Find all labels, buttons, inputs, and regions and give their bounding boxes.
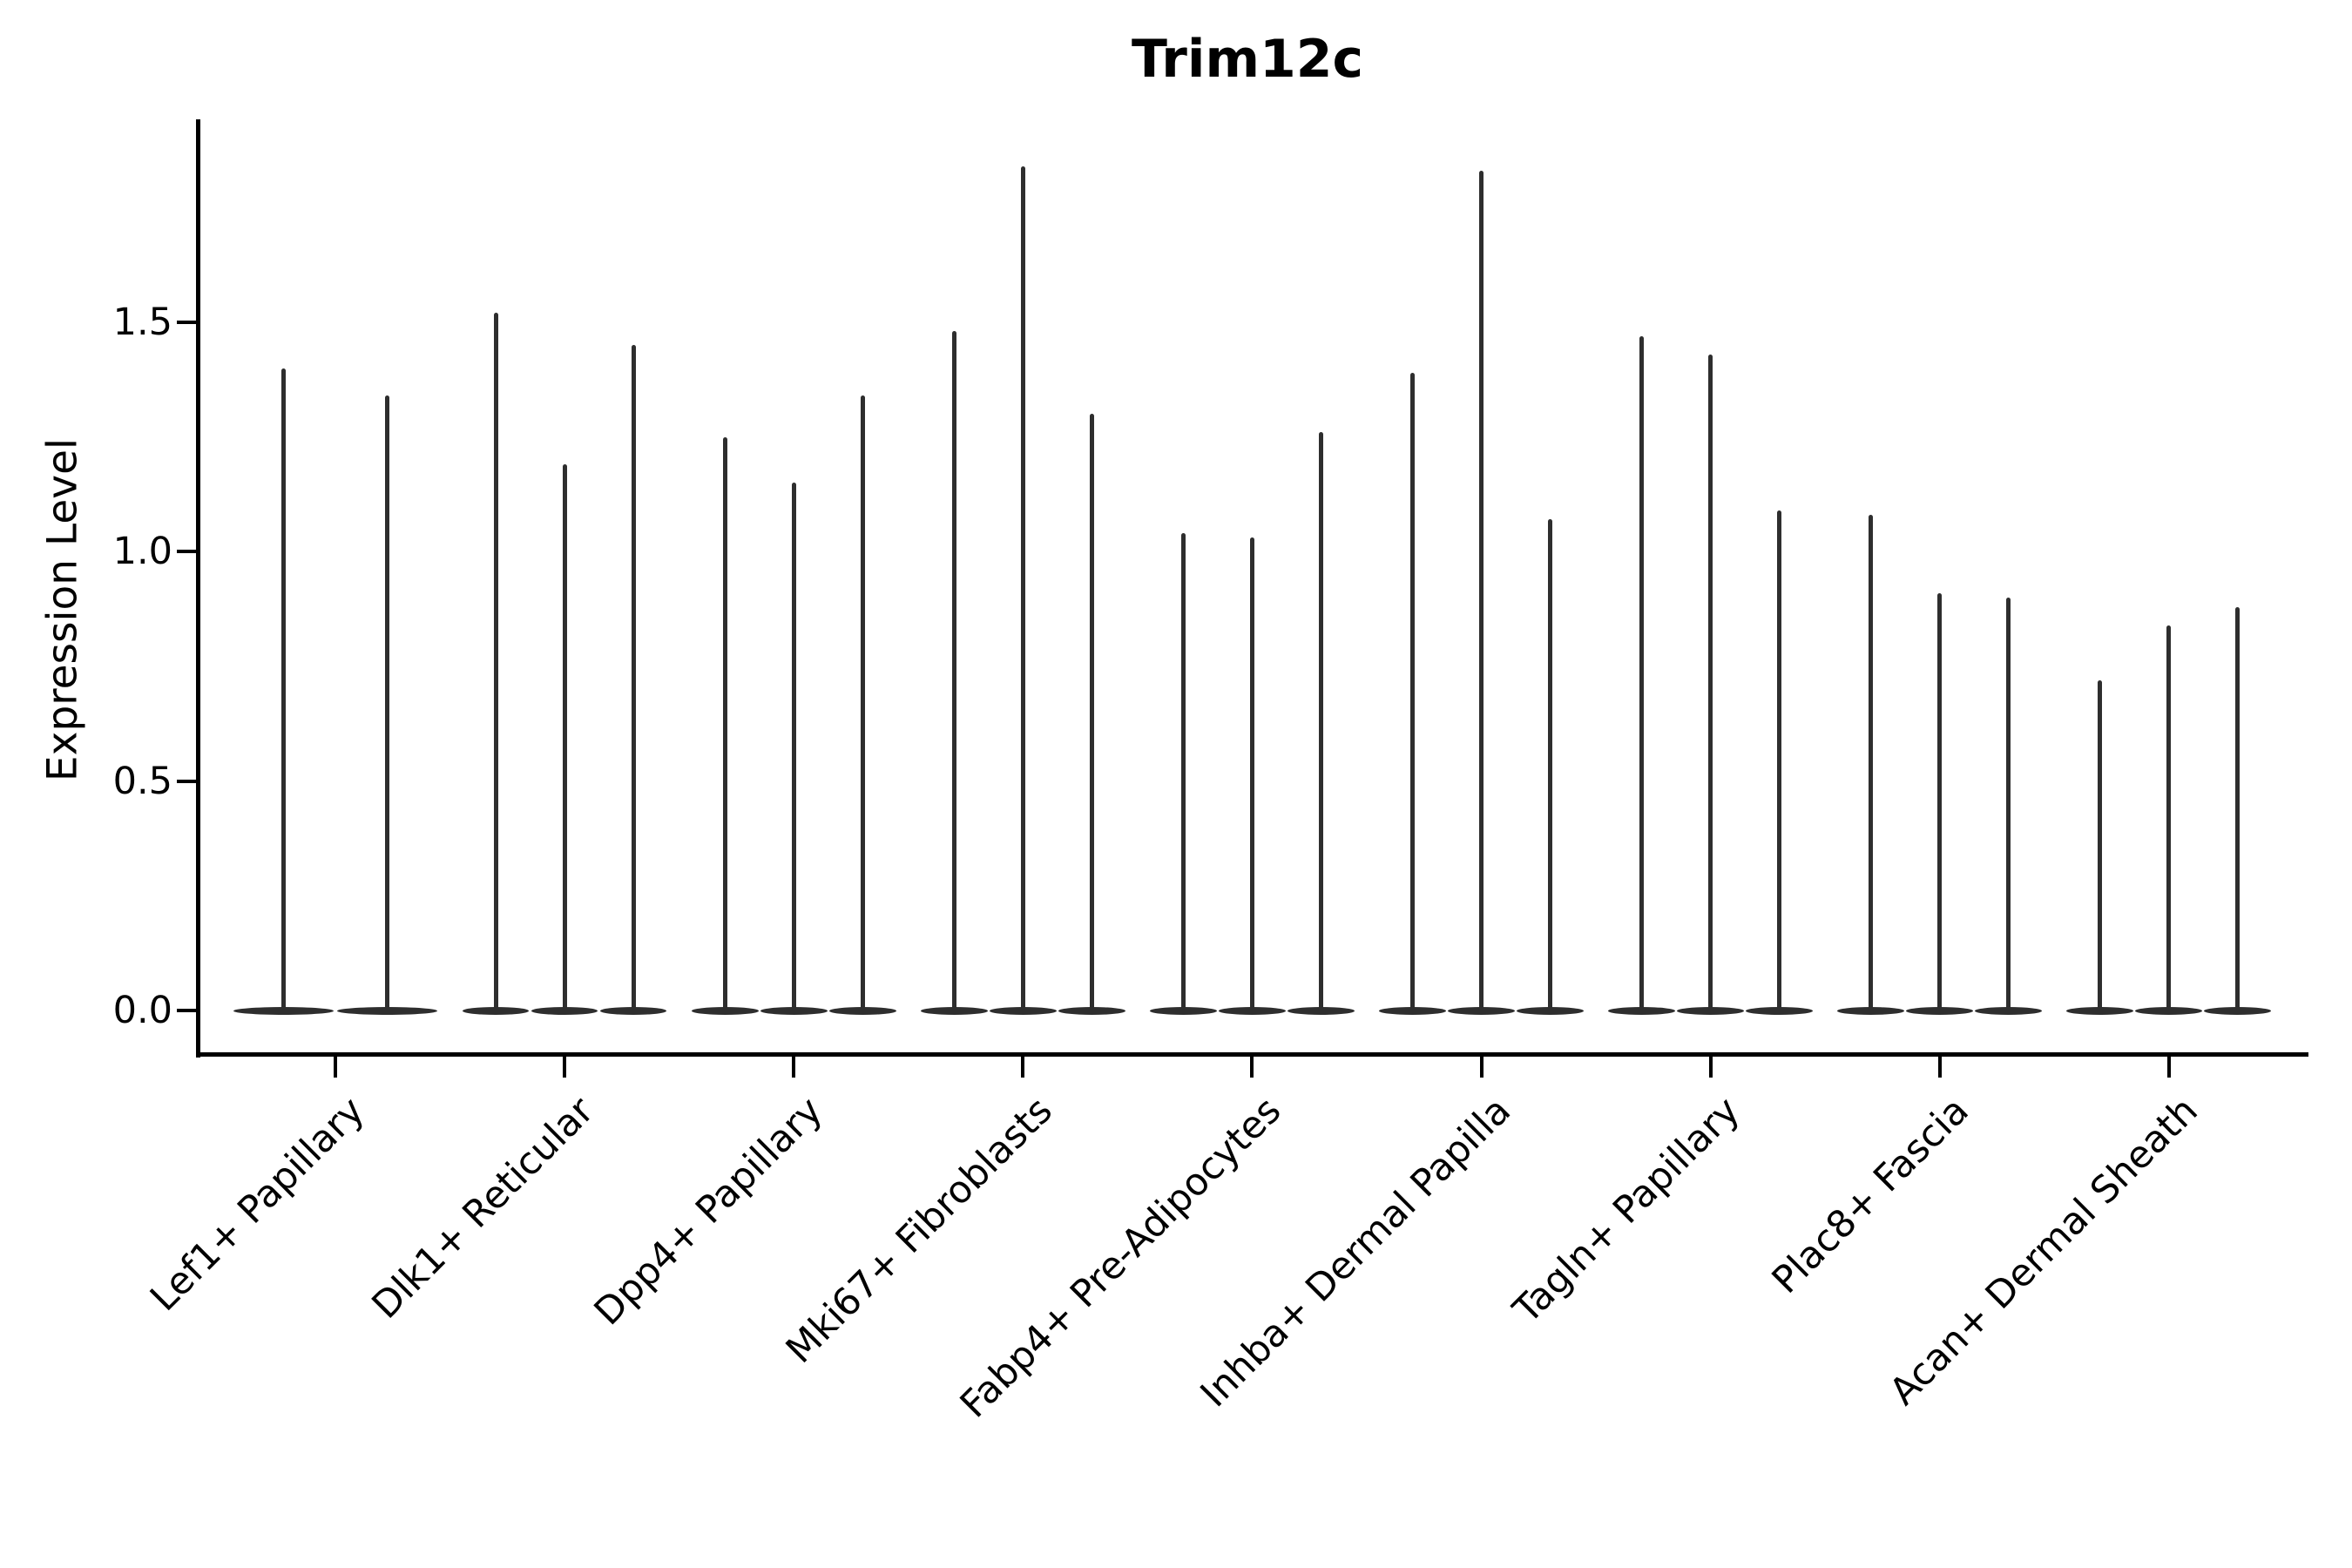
violin-spike [1020,166,1025,1013]
y-tick-mark [177,320,196,324]
x-tick-mark [1479,1057,1484,1078]
violin-spike [1869,515,1874,1013]
violin-spike [631,345,636,1013]
violin-spike [1410,372,1415,1013]
violin-spike [281,368,287,1013]
violin-spike [2166,625,2172,1013]
x-tick-mark [1708,1057,1713,1078]
violin-spike [1479,171,1484,1013]
violin-spike [860,395,865,1013]
y-tick-mark [177,550,196,554]
violin-spike [1548,519,1552,1013]
x-tick-label: Lef1+ Papillary [142,1089,374,1321]
violin-spike [2098,679,2103,1013]
violin-spike [2235,606,2240,1013]
violin-spike [1249,537,1254,1013]
x-tick-mark [2166,1057,2171,1078]
violin-spike [1708,354,1713,1013]
violin-spike [562,464,567,1013]
violin-spike [1180,533,1186,1013]
y-tick-label: 1.5 [112,300,172,344]
violin-spike [2006,597,2011,1013]
x-tick-mark [1937,1057,1942,1078]
x-tick-mark [563,1057,567,1078]
y-tick-label: 0.0 [112,989,172,1032]
x-tick-mark [792,1057,796,1078]
x-tick-mark [334,1057,337,1078]
violin-spike [1777,510,1782,1013]
x-tick-mark [1021,1057,1025,1078]
y-tick-label: 0.5 [112,759,172,803]
y-tick-label: 1.0 [112,530,172,574]
violin-spike [951,331,956,1013]
x-tick-label: Tagln+ Papillary [1504,1089,1748,1333]
violin-spike [1318,432,1323,1013]
plot-title: Trim12c [1131,29,1364,90]
x-axis-spine [196,1052,2308,1057]
x-tick-mark [1250,1057,1254,1078]
violin-spike [1639,335,1645,1013]
x-tick-label: Dlk1+ Reticular [363,1089,603,1328]
y-tick-mark [177,1009,196,1012]
violin-spike [791,483,796,1013]
y-tick-mark [177,779,196,783]
violin-spike [1089,414,1094,1013]
x-tick-label: Dpp4+ Papillary [586,1089,832,1335]
x-tick-label: Plac8+ Fascia [1764,1089,1978,1302]
y-axis-spine [196,119,200,1058]
violin-spike [493,313,498,1013]
violin-spike [384,395,389,1013]
violin-spike [722,436,727,1013]
violin-spike [1937,592,1943,1013]
